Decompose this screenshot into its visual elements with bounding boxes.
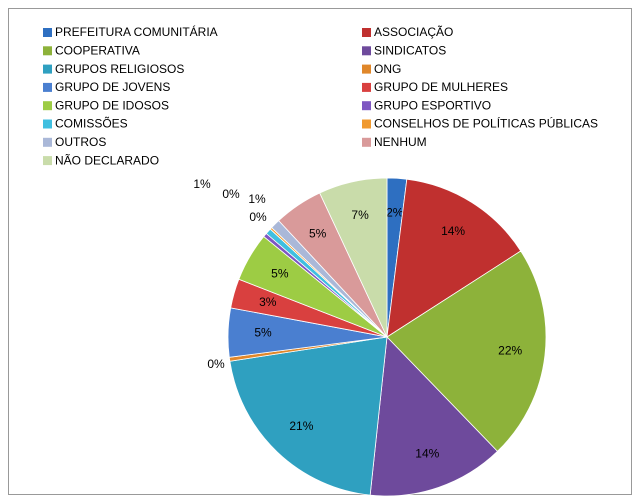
data-label: 5% — [309, 226, 327, 240]
data-label: 22% — [498, 343, 522, 357]
data-label: 3% — [259, 295, 277, 309]
legend-label: SINDICATOS — [374, 43, 446, 57]
legend-swatch — [43, 156, 52, 166]
data-label: 5% — [254, 326, 272, 340]
legend-label: NÃO DECLARADO — [55, 153, 159, 167]
data-label: 14% — [441, 224, 465, 238]
legend-label: COMISSÕES — [55, 116, 128, 131]
pie-slice — [319, 177, 388, 338]
legend-swatch — [362, 119, 371, 129]
legend-swatch — [362, 64, 371, 74]
legend-swatch — [43, 119, 52, 129]
legend-swatch — [43, 82, 52, 92]
legend-label: COOPERATIVA — [55, 43, 140, 57]
legend-swatch — [362, 46, 371, 56]
legend-swatch — [362, 101, 371, 111]
legend-swatch — [362, 28, 371, 37]
legend-swatch — [362, 82, 371, 92]
legend-label: ASSOCIAÇÃO — [374, 25, 453, 39]
legend-label: GRUPO DE JOVENS — [55, 80, 170, 94]
legend-label: ONG — [374, 62, 401, 76]
data-label: 1% — [193, 177, 211, 191]
data-label: 1% — [248, 192, 266, 206]
legend-swatch — [43, 64, 52, 74]
legend-label: CONSELHOS DE POLÍTICAS PÚBLICAS — [374, 116, 598, 131]
legend-label: GRUPO ESPORTIVO — [374, 98, 491, 112]
pie-slice — [386, 250, 547, 452]
pie-slice — [229, 336, 388, 496]
data-label: 7% — [351, 208, 369, 222]
legend-swatch — [43, 101, 52, 111]
data-label: 14% — [415, 446, 439, 460]
legend-swatch — [43, 28, 52, 37]
data-label: 2% — [386, 205, 404, 219]
legend-swatch — [362, 137, 371, 147]
data-label: 21% — [289, 419, 313, 433]
data-label: 0% — [222, 187, 240, 201]
legend-label: OUTROS — [55, 135, 106, 149]
pie-slice — [369, 336, 499, 497]
legend-label: GRUPOS RELIGIOSOS — [55, 62, 184, 76]
data-label: 5% — [271, 267, 289, 281]
legend-label: GRUPO DE IDOSOS — [55, 98, 169, 112]
legend-swatch — [43, 46, 52, 56]
data-label: 0% — [207, 357, 225, 371]
legend-label: GRUPO DE MULHERES — [374, 80, 508, 94]
data-label: 0% — [249, 210, 267, 224]
legend-swatch — [43, 137, 52, 147]
legend-label: PREFEITURA COMUNITÁRIA — [55, 24, 218, 39]
legend-label: NENHUM — [374, 135, 427, 149]
pie-slice — [386, 178, 522, 338]
